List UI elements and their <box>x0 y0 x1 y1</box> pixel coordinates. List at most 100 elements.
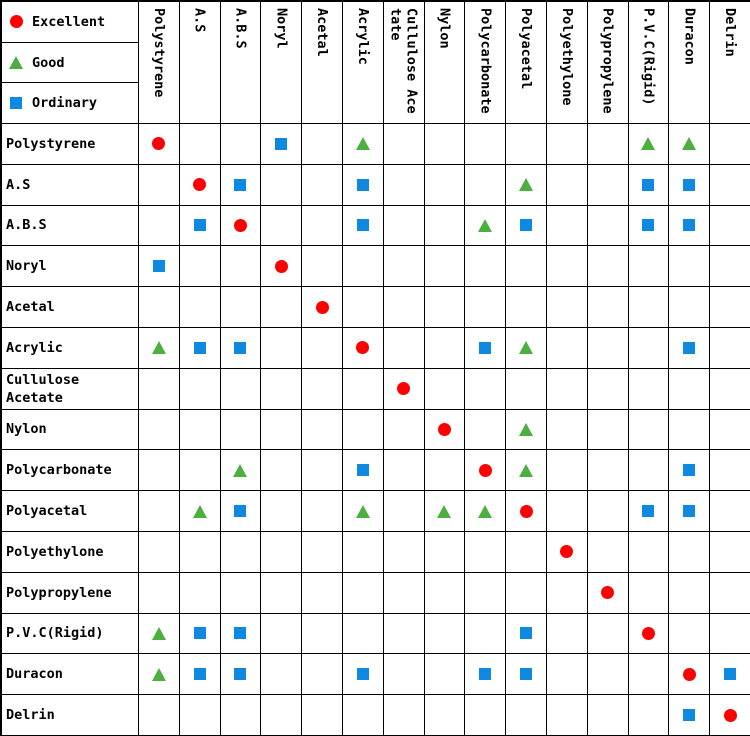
table-cell <box>628 409 670 451</box>
column-header-label: P.V.C(Rigid) <box>640 8 657 106</box>
table-cell <box>546 205 588 247</box>
row-header: Polycarbonate <box>2 450 139 492</box>
table-cell <box>506 531 547 573</box>
table-cell <box>546 368 588 410</box>
ordinary-square-icon <box>193 627 206 640</box>
table-cell <box>220 531 262 573</box>
table-cell <box>546 654 588 696</box>
table-cell <box>220 368 262 410</box>
ordinary-square-icon <box>8 95 24 111</box>
table-cell <box>710 205 750 247</box>
ordinary-square-icon <box>193 219 206 232</box>
ordinary-square-icon <box>275 137 288 150</box>
table-cell <box>424 327 466 369</box>
table-cell <box>139 327 180 369</box>
table-cell <box>465 695 507 736</box>
table-cell <box>220 409 262 451</box>
table-cell <box>302 246 343 288</box>
good-triangle-icon <box>519 463 534 477</box>
table-cell <box>302 205 343 247</box>
row-header: Noryl <box>2 246 139 288</box>
table-cell <box>424 531 466 573</box>
legend-good: Good <box>2 43 138 84</box>
column-header-label: A.B.S <box>232 8 249 49</box>
row-header-label: Polyacetal <box>6 503 88 520</box>
ordinary-square-icon <box>356 219 369 232</box>
table-cell <box>179 287 221 328</box>
table-cell <box>139 205 180 247</box>
table-cell <box>669 368 711 410</box>
table-cell <box>302 287 343 328</box>
table-cell <box>342 164 384 206</box>
table-cell <box>179 368 221 410</box>
table-cell <box>220 164 262 206</box>
table-cell <box>261 572 303 614</box>
excellent-circle-icon <box>315 300 329 314</box>
good-triangle-icon <box>519 341 534 355</box>
table-cell <box>669 409 711 451</box>
legend-ordinary-label: Ordinary <box>32 95 98 112</box>
column-header-label: Polyethylone <box>558 8 575 106</box>
column-header: Polystyrene <box>139 2 180 124</box>
row-header-label: Polycarbonate <box>6 462 112 479</box>
table-cell <box>139 450 180 492</box>
excellent-circle-icon <box>437 422 451 436</box>
row-header-label: Polyethylone <box>6 543 104 560</box>
table-cell <box>710 695 750 736</box>
table-cell <box>546 491 588 532</box>
table-cell <box>179 124 221 165</box>
excellent-circle-icon <box>356 341 370 355</box>
table-cell <box>342 368 384 410</box>
column-header: Polyethylone <box>546 2 588 124</box>
column-header-label: Nylon <box>436 8 453 49</box>
table-cell <box>261 695 303 736</box>
ordinary-square-icon <box>234 178 247 191</box>
ordinary-square-icon <box>683 178 696 191</box>
table-cell <box>261 164 303 206</box>
table-cell <box>342 613 384 655</box>
column-header: Polypropylene <box>587 2 629 124</box>
column-header-label: Cullulose Acetate <box>387 8 420 114</box>
table-cell <box>179 572 221 614</box>
table-cell <box>587 450 629 492</box>
table-cell <box>424 450 466 492</box>
table-cell <box>342 327 384 369</box>
column-header: A.B.S <box>220 2 262 124</box>
good-triangle-icon <box>478 218 493 232</box>
table-cell <box>261 368 303 410</box>
table-cell <box>302 409 343 451</box>
table-cell <box>465 164 507 206</box>
table-cell <box>261 124 303 165</box>
table-cell <box>506 491 547 532</box>
table-cell <box>506 124 547 165</box>
row-header-label: Acetal <box>6 299 55 316</box>
excellent-circle-icon <box>193 178 207 192</box>
excellent-circle-icon <box>152 137 166 151</box>
table-cell <box>261 613 303 655</box>
column-header-label: Polycarbonate <box>477 8 494 114</box>
table-cell <box>342 572 384 614</box>
good-triangle-icon <box>151 626 166 640</box>
table-cell <box>424 368 466 410</box>
table-cell <box>587 327 629 369</box>
column-header-label: Acrylic <box>354 8 371 65</box>
table-cell <box>710 124 750 165</box>
ordinary-square-icon <box>683 341 696 354</box>
row-header: P.V.C(Rigid) <box>2 613 139 655</box>
ordinary-square-icon <box>683 505 696 518</box>
column-header: Noryl <box>261 2 303 124</box>
row-header: Polyethylone <box>2 531 139 573</box>
table-cell <box>628 491 670 532</box>
table-cell <box>710 531 750 573</box>
column-header-label: Duracon <box>681 8 698 65</box>
table-cell <box>628 572 670 614</box>
row-header-label: Acrylic <box>6 339 63 356</box>
table-cell <box>383 572 425 614</box>
table-cell <box>179 531 221 573</box>
table-cell <box>179 327 221 369</box>
table-cell <box>587 613 629 655</box>
table-cell <box>139 164 180 206</box>
table-cell <box>383 695 425 736</box>
good-triangle-icon <box>355 137 370 151</box>
table-cell <box>710 246 750 288</box>
